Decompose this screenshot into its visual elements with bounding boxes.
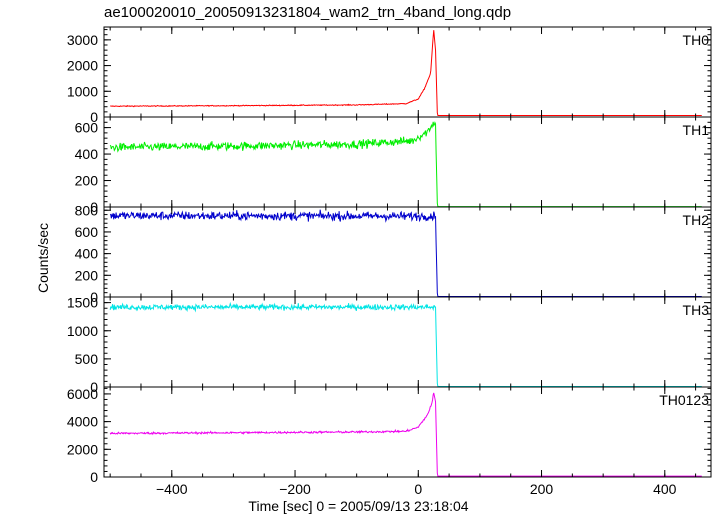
panel-th3-label: TH3 — [683, 302, 710, 318]
chart-title: ae100020010_20050913231804_wam2_trn_4ban… — [104, 4, 512, 21]
series-th2-line — [109, 209, 702, 297]
y-tick-label: 0 — [90, 289, 98, 305]
y-tick-label: 400 — [75, 246, 99, 262]
panel-th0123-label: TH0123 — [659, 392, 709, 408]
series-th0-line — [110, 30, 702, 116]
y-tick-label: 600 — [75, 224, 99, 240]
y-tick-label: 1000 — [67, 83, 98, 99]
y-tick-label: 0 — [90, 199, 98, 215]
panel-th1-frame — [103, 116, 712, 208]
series-th3-line — [109, 301, 702, 388]
y-tick-label: 6000 — [67, 386, 98, 402]
y-tick-label: 500 — [75, 351, 99, 367]
y-tick-label: 800 — [75, 202, 99, 218]
y-tick-label: 1500 — [67, 295, 98, 311]
series-th0123-line — [109, 392, 702, 477]
x-tick-label: −400 — [156, 481, 188, 497]
y-tick-label: 600 — [75, 120, 99, 136]
y-tick-label: 1000 — [67, 323, 98, 339]
y-tick-label: 0 — [90, 109, 98, 125]
y-tick-label: 400 — [75, 146, 99, 162]
x-tick-label: 0 — [414, 481, 422, 497]
panel-th0-label: TH0 — [683, 32, 710, 48]
y-tick-label: 0 — [90, 469, 98, 485]
panel-th2-frame — [103, 206, 712, 298]
x-tick-label: −200 — [279, 481, 311, 497]
y-tick-label: 3000 — [67, 32, 98, 48]
y-tick-label: 200 — [75, 267, 99, 283]
y-tick-label: 200 — [75, 173, 99, 189]
panel-th2-label: TH2 — [683, 212, 710, 228]
x-axis-label: Time [sec] 0 = 2005/09/13 23:18:04 — [248, 498, 469, 514]
x-tick-label: 200 — [530, 481, 554, 497]
y-tick-label: 2000 — [67, 58, 98, 74]
y-tick-label: 2000 — [67, 441, 98, 457]
series-th1-line — [109, 121, 702, 208]
y-tick-label: 4000 — [67, 414, 98, 430]
panel-th0123-frame — [103, 386, 712, 478]
panel-th1-label: TH1 — [683, 122, 710, 138]
y-tick-label: 0 — [90, 379, 98, 395]
x-tick-label: 400 — [653, 481, 677, 497]
